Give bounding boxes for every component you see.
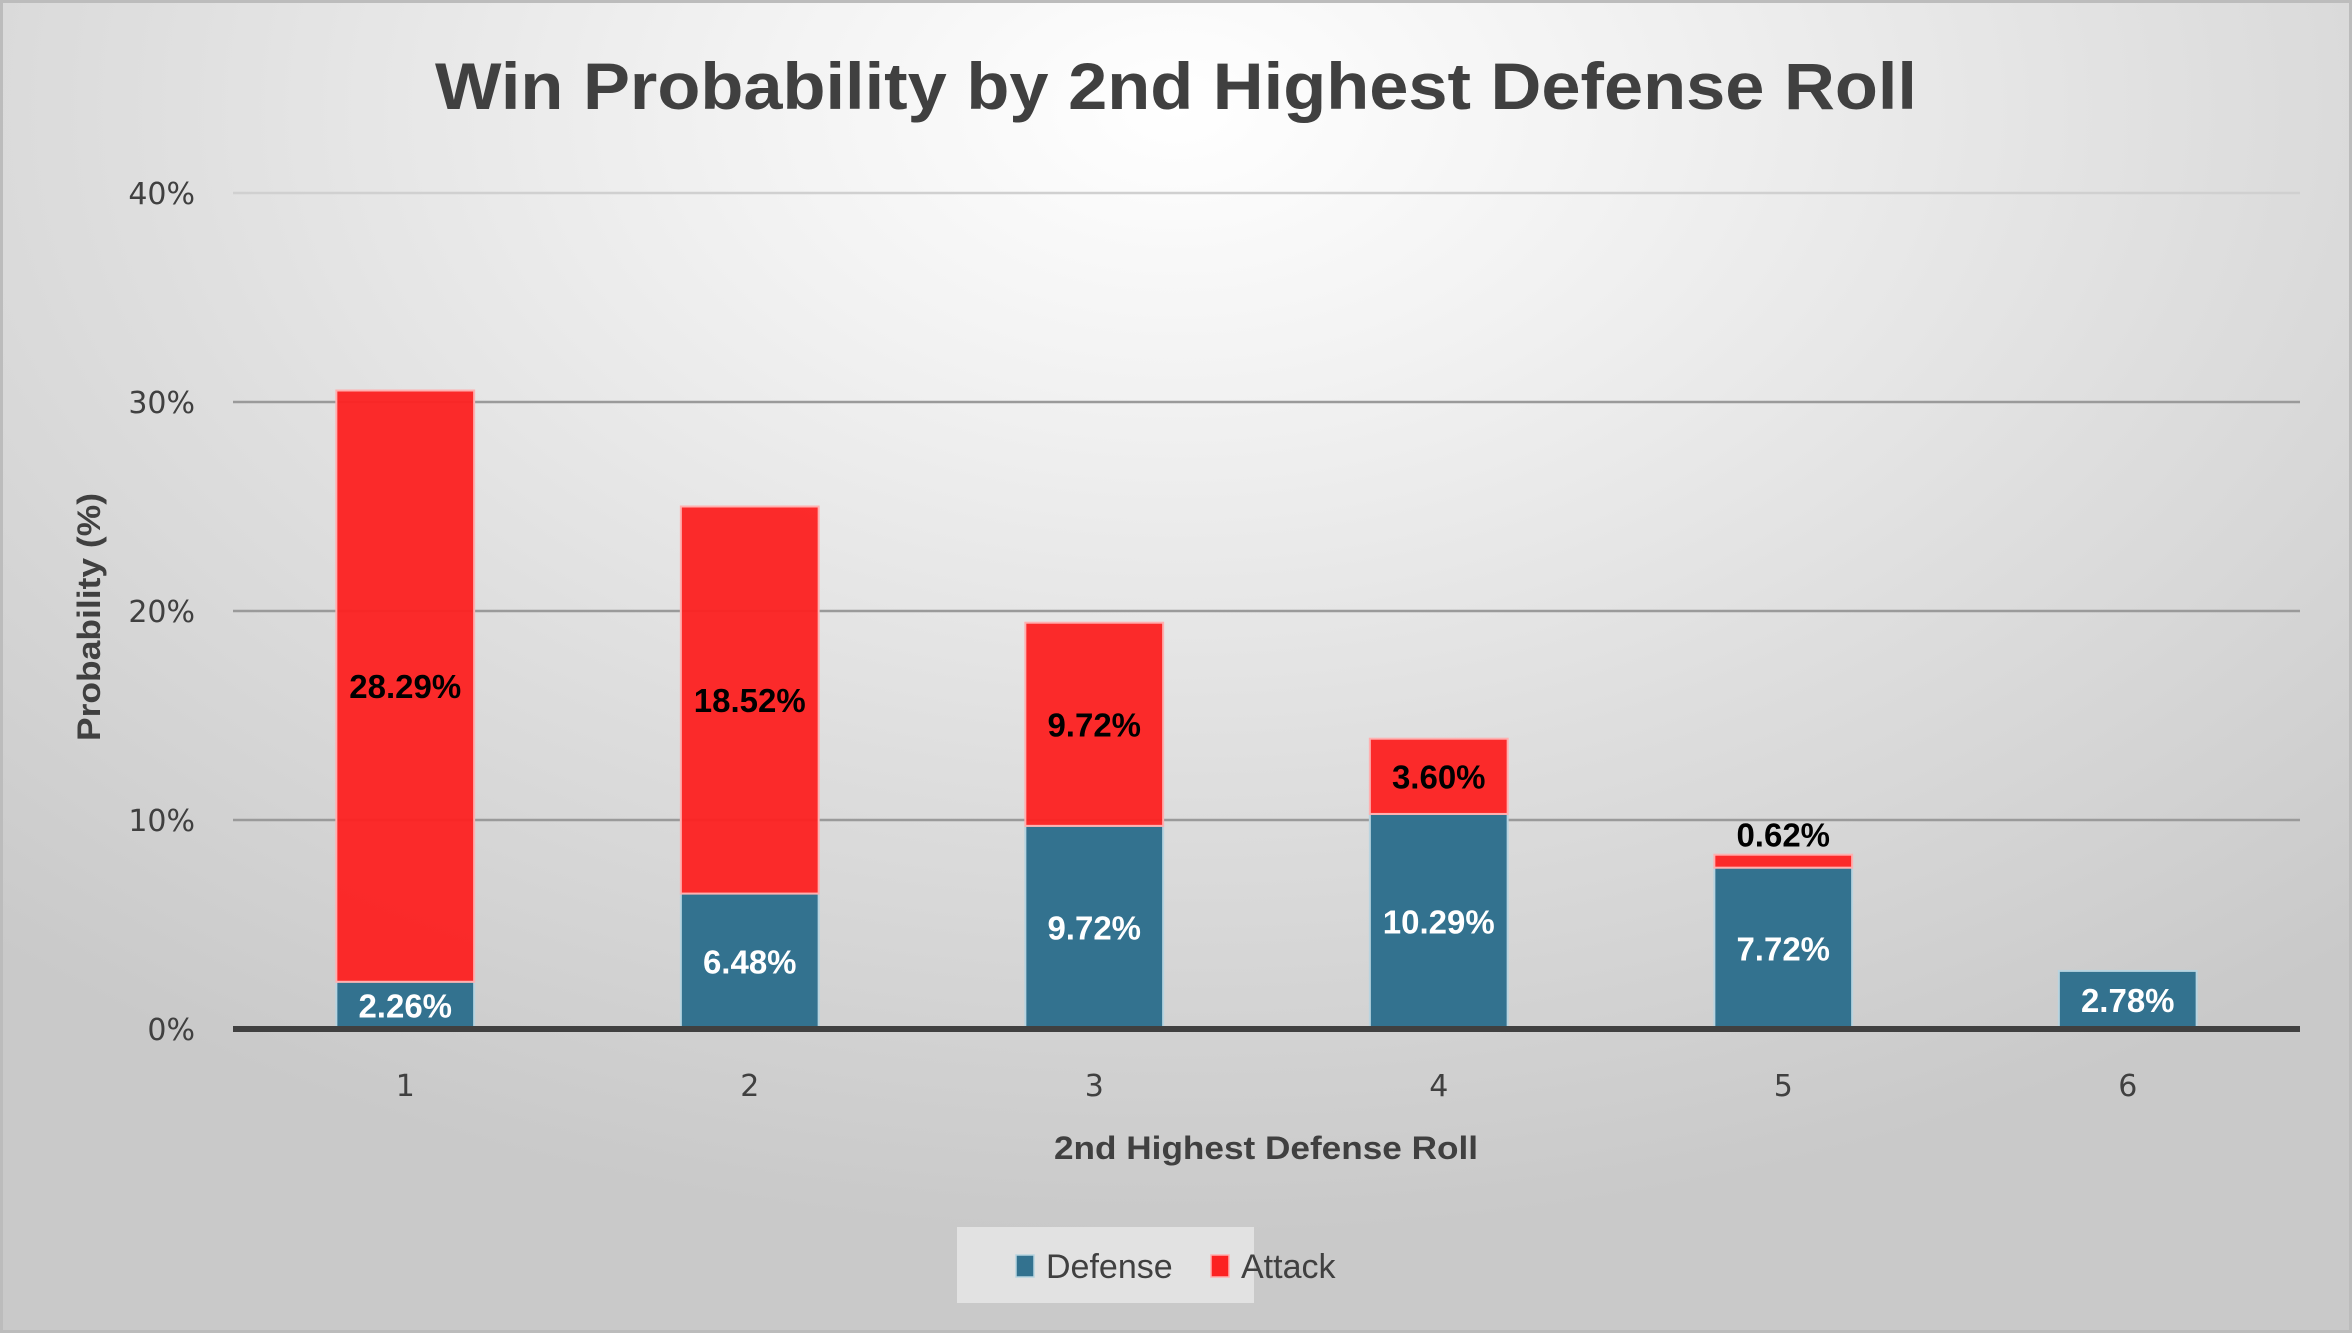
bar-attack-2 (679, 505, 820, 895)
data-label-defense-3: 9.72% (1047, 909, 1141, 946)
data-label-attack-5: 0.62% (1736, 817, 1830, 854)
x-tick-label: 6 (2118, 1069, 2137, 1104)
legend-swatch-attack (1210, 1254, 1230, 1278)
x-axis-ticks: 1 2 3 4 5 6 (396, 1069, 2138, 1104)
data-label-defense-2: 6.48% (703, 943, 797, 980)
y-tick-label: 30% (128, 386, 195, 421)
y-tick-label: 10% (128, 804, 195, 839)
data-label-attack-2: 18.52% (694, 682, 806, 719)
bar-defense-5 (1713, 866, 1854, 1030)
bar-defense-2 (679, 892, 820, 1030)
legend: Defense Attack (957, 1227, 1336, 1303)
bar-defense-1 (335, 980, 476, 1030)
data-label-defense-6: 2.78% (2081, 982, 2175, 1019)
data-labels: 2.26% 28.29% 6.48% 18.52% 9.72% 9.72% 10.29% 3.… (349, 668, 2174, 1024)
legend-label-attack: Attack (1241, 1248, 1336, 1286)
bar-attack-5 (1713, 853, 1854, 869)
data-label-attack-1: 28.29% (349, 668, 461, 705)
chart-svg: Win Probability by 2nd Highest Defense R… (71, 49, 2300, 1303)
chart-title: Win Probability by 2nd Highest Defense R… (435, 49, 1917, 123)
x-tick-label: 3 (1085, 1069, 1104, 1104)
gridlines (233, 191, 2300, 822)
data-label-attack-4: 3.60% (1392, 758, 1486, 795)
bar-defense-4 (1368, 812, 1509, 1031)
bar-attack-1 (335, 389, 476, 983)
data-label-defense-4: 10.29% (1383, 903, 1495, 940)
x-tick-label: 1 (396, 1069, 415, 1104)
bar-attack-4 (1368, 737, 1509, 815)
y-tick-label: 40% (128, 177, 195, 212)
x-tick-label: 2 (740, 1069, 759, 1104)
data-label-defense-5: 7.72% (1736, 930, 1830, 967)
x-tick-label: 4 (1429, 1069, 1448, 1104)
legend-label-defense: Defense (1046, 1248, 1173, 1286)
bar-attack-3 (1024, 621, 1165, 827)
bar-defense-6 (2057, 969, 2198, 1031)
bar-defense-3 (1024, 824, 1165, 1030)
legend-box (957, 1227, 1254, 1303)
x-axis-title: 2nd Highest Defense Roll (1054, 1130, 1478, 1166)
data-label-defense-1: 2.26% (358, 987, 452, 1024)
y-axis-title: Probability (%) (71, 493, 107, 741)
bars (335, 389, 2198, 1031)
data-label-attack-3: 9.72% (1047, 706, 1141, 743)
y-tick-label: 20% (128, 595, 195, 630)
y-tick-label: 0% (147, 1013, 195, 1048)
legend-swatch-defense (1015, 1254, 1035, 1278)
y-axis-ticks: 0% 10% 20% 30% 40% (128, 177, 195, 1048)
x-tick-label: 5 (1774, 1069, 1793, 1104)
